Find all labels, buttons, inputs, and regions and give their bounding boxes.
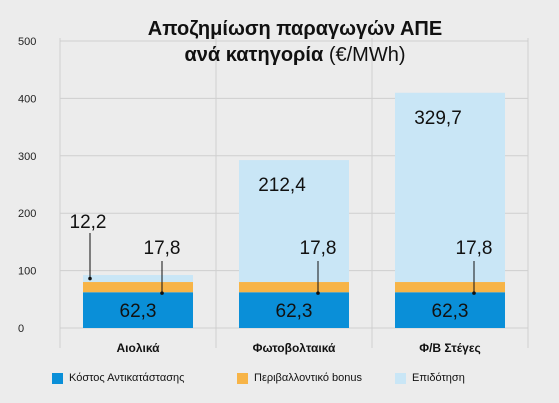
bar-segment <box>83 292 193 328</box>
category-label: Φ/Β Στέγες <box>419 341 481 355</box>
data-label: 17,8 <box>300 238 337 259</box>
legend-label-replacement-cost: Κόστος Αντικατάστασης <box>69 372 185 384</box>
bar-segment <box>83 275 193 283</box>
bar-segment <box>395 292 505 328</box>
data-label: 62,3 <box>276 301 313 322</box>
data-label: 62,3 <box>120 301 157 322</box>
category-label: Φωτοβολταικά <box>253 341 336 355</box>
leader-dot <box>160 291 164 295</box>
y-tick-label: 300 <box>18 151 36 163</box>
leader-dot <box>88 276 92 281</box>
y-tick-label: 0 <box>18 323 24 335</box>
y-tick-label: 500 <box>18 36 36 48</box>
bar-segment <box>239 282 349 293</box>
bar-segment <box>239 160 349 283</box>
category-label: Αιολικά <box>116 341 160 355</box>
legend-swatch-subsidy <box>395 372 406 384</box>
chart-title-unit: (€/MWh) <box>328 44 406 66</box>
chart-title-line2: ανά κατηγορία (€/MWh) <box>60 44 530 67</box>
data-label: 329,7 <box>414 108 462 129</box>
leader-dot <box>472 291 476 295</box>
legend-swatch-environmental-bonus <box>237 372 248 384</box>
chart-title-category: ανά κατηγορία <box>184 44 324 66</box>
legend-item-environmental-bonus: Περιβαλλοντικό bonus <box>237 372 362 384</box>
data-label: 212,4 <box>258 175 306 196</box>
data-label: 12,2 <box>70 212 107 233</box>
data-label: 62,3 <box>432 301 469 322</box>
y-tick-label: 400 <box>18 93 36 105</box>
legend-label-subsidy: Επιδότηση <box>412 372 465 384</box>
chart-legend: Κόστος Αντικατάστασης Περιβαλλοντικό bon… <box>0 372 559 388</box>
leader-dot <box>316 291 320 295</box>
bar-segment <box>83 282 193 293</box>
chart-title-line1: Αποζημίωση παραγωγών ΑΠΕ <box>147 18 443 40</box>
legend-item-replacement-cost: Κόστος Αντικατάστασης <box>52 372 184 384</box>
legend-swatch-replacement-cost <box>52 372 63 384</box>
data-label: 17,8 <box>144 238 181 259</box>
y-tick-label: 200 <box>18 208 36 220</box>
y-tick-label: 100 <box>18 266 36 278</box>
bar-segment <box>239 292 349 328</box>
legend-label-environmental-bonus: Περιβαλλοντικό bonus <box>254 372 362 384</box>
data-label: 17,8 <box>456 238 493 259</box>
bar-segment <box>395 92 505 283</box>
legend-item-subsidy: Επιδότηση <box>395 372 465 384</box>
bar-segment <box>395 282 505 293</box>
